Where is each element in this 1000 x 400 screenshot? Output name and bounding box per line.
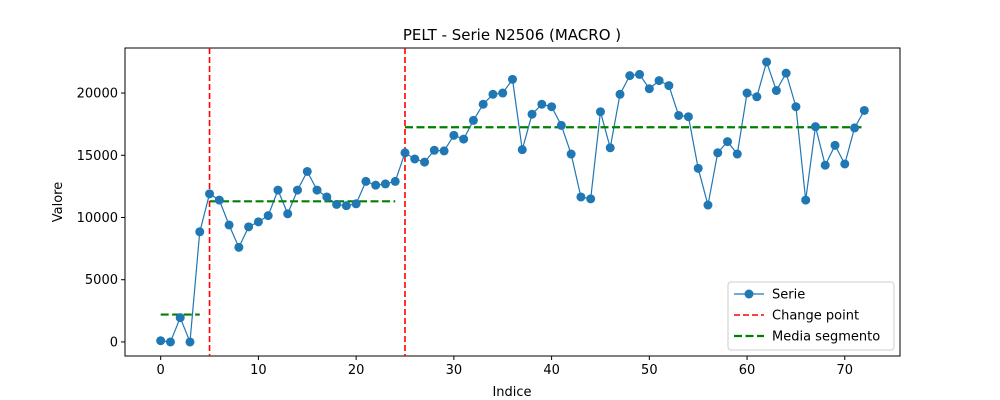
y-tick-label-1: 5000 (85, 273, 118, 288)
series-point-21 (361, 176, 371, 186)
x-axis-label: Indice (492, 385, 531, 400)
series-point-15 (302, 166, 312, 176)
series-point-11 (263, 211, 273, 221)
series-point-17 (322, 192, 332, 202)
series-point-60 (742, 88, 752, 98)
series-point-26 (410, 154, 420, 164)
series-point-61 (752, 92, 762, 102)
series-point-72 (859, 105, 869, 115)
plot-area: 0 10 20 30 40 50 60 70 0 5000 10000 15000 20000 (77, 47, 901, 378)
series-point-39 (537, 99, 547, 109)
x-tick-label-7: 70 (837, 363, 854, 378)
series-point-0 (156, 336, 166, 346)
series-point-20 (351, 199, 361, 209)
legend-label-series: Serie (772, 288, 805, 303)
series-point-50 (644, 84, 654, 94)
series-point-38 (527, 109, 537, 119)
series-point-71 (850, 123, 860, 133)
series-point-23 (380, 179, 390, 189)
series-point-65 (791, 102, 801, 112)
series-point-4 (195, 227, 205, 237)
series-point-68 (820, 160, 830, 170)
series-point-66 (801, 195, 811, 205)
series-point-12 (273, 185, 283, 195)
legend: Serie Change point Media segmento (727, 281, 895, 351)
series-point-62 (762, 57, 772, 67)
series-point-22 (371, 180, 381, 190)
series-point-41 (556, 120, 566, 130)
series-point-58 (723, 137, 733, 147)
series-point-57 (713, 148, 723, 158)
series-point-13 (283, 209, 293, 219)
axes-frame (124, 47, 901, 357)
series-point-1 (165, 337, 175, 347)
series-point-49 (635, 69, 645, 79)
y-tick-label-3: 15000 (77, 149, 118, 164)
series-point-8 (234, 242, 244, 252)
series-point-6 (214, 195, 224, 205)
series-point-35 (498, 88, 508, 98)
series-point-28 (429, 145, 439, 155)
series-point-32 (468, 115, 478, 125)
chart-title: PELT - Serie N2506 (MACRO ) (403, 26, 621, 44)
series-point-54 (683, 112, 693, 122)
series-point-25 (400, 148, 410, 158)
series-point-29 (439, 146, 449, 156)
series-point-2 (175, 313, 185, 323)
series-point-70 (840, 159, 850, 169)
series-point-19 (341, 201, 351, 211)
series-point-63 (771, 86, 781, 96)
series-point-42 (566, 149, 576, 159)
series-point-33 (478, 99, 488, 109)
series-point-16 (312, 185, 322, 195)
legend-label-change-point: Change point (772, 309, 859, 324)
series-point-47 (615, 89, 625, 99)
y-tick-label-0: 0 (110, 335, 118, 350)
x-tick-label-6: 60 (739, 363, 756, 378)
x-tick-label-3: 30 (446, 363, 463, 378)
series-point-10 (253, 217, 263, 227)
series-point-24 (390, 176, 400, 186)
series-point-67 (810, 122, 820, 132)
x-tick-label-0: 0 (157, 363, 165, 378)
series-point-46 (605, 143, 615, 153)
series-point-44 (586, 194, 596, 204)
series-point-43 (576, 192, 586, 202)
x-tick-label-4: 40 (543, 363, 560, 378)
x-tick-label-1: 10 (250, 363, 267, 378)
series-point-34 (488, 89, 498, 99)
series-point-31 (459, 134, 469, 144)
y-tick-label-2: 10000 (77, 211, 118, 226)
y-tick-label-4: 20000 (77, 87, 118, 102)
series-point-64 (781, 68, 791, 78)
series-point-69 (830, 140, 840, 150)
series-point-9 (244, 222, 254, 232)
series-point-18 (332, 199, 342, 209)
series-point-53 (674, 110, 684, 120)
series-point-55 (693, 163, 703, 173)
series-point-5 (205, 189, 215, 199)
series-point-56 (703, 200, 713, 210)
series-point-36 (508, 74, 517, 84)
series-point-37 (517, 145, 527, 155)
legend-box (727, 281, 895, 351)
x-tick-label-2: 20 (348, 363, 365, 378)
series-point-7 (224, 220, 234, 230)
legend-marker-series (744, 289, 754, 299)
series-point-14 (292, 185, 302, 195)
series-point-27 (420, 157, 430, 167)
x-tick-label-5: 50 (641, 363, 658, 378)
series-point-40 (547, 102, 557, 112)
series-point-3 (185, 337, 195, 347)
series-point-48 (625, 71, 635, 81)
series-point-45 (595, 107, 605, 117)
series-point-59 (732, 149, 742, 159)
series-point-30 (449, 130, 459, 140)
y-axis-label: Valore (51, 182, 66, 222)
series-point-52 (664, 81, 674, 91)
legend-label-segment-mean: Media segmento (772, 330, 880, 345)
series-point-51 (654, 76, 664, 86)
